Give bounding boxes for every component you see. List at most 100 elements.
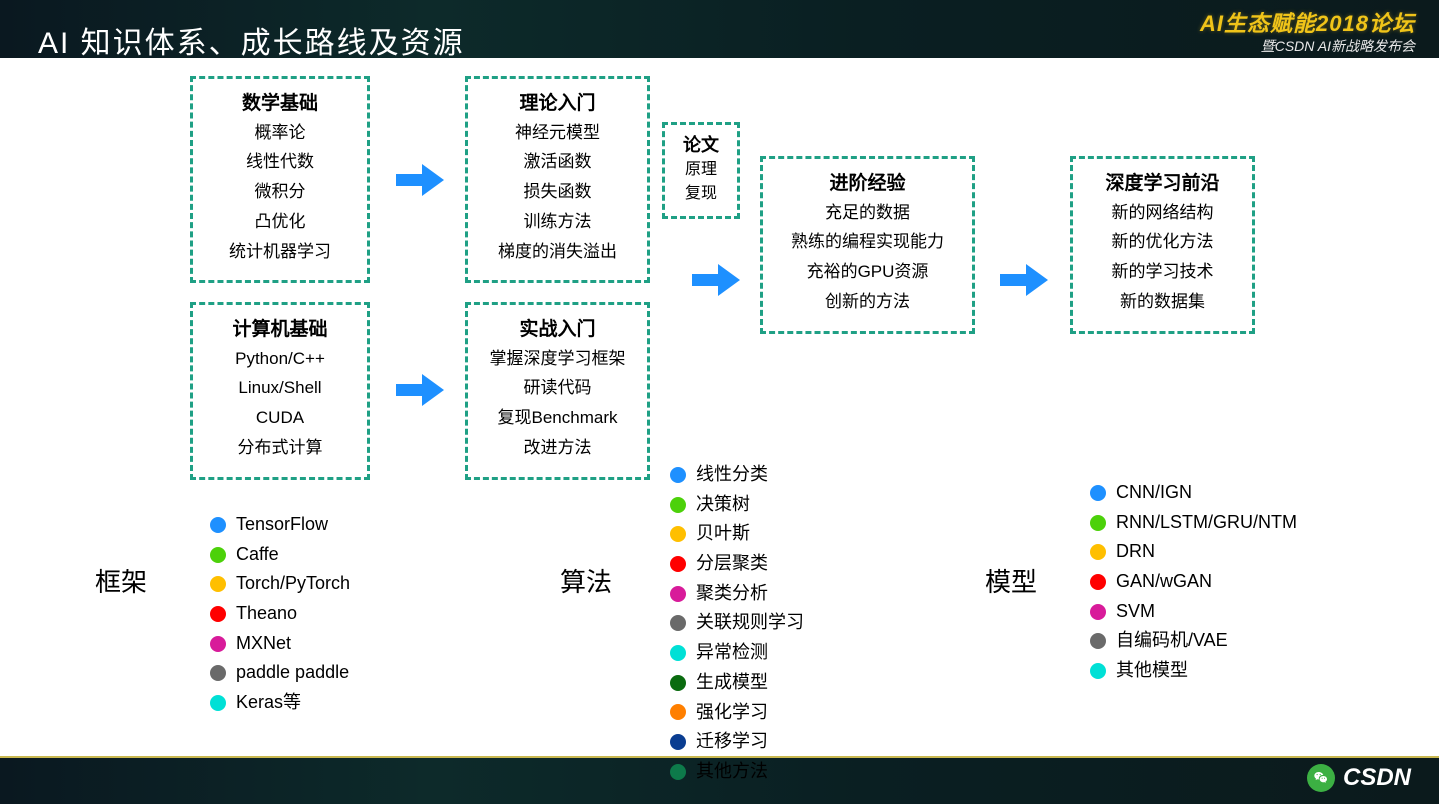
arrow-icon <box>998 260 1050 300</box>
list-item: 贝叶斯 <box>670 519 804 549</box>
list-item-label: Theano <box>236 599 297 629</box>
bullet-icon <box>670 764 686 780</box>
bullet-icon <box>1090 663 1106 679</box>
box-math: 数学基础概率论线性代数微积分凸优化统计机器学习 <box>190 76 370 283</box>
list-item-label: 迁移学习 <box>696 727 768 757</box>
bullet-icon <box>210 606 226 622</box>
box-item: 凸优化 <box>211 207 349 237</box>
list-item: 决策树 <box>670 490 804 520</box>
box-item: 复现Benchmark <box>486 403 629 433</box>
box-item: 新的数据集 <box>1091 287 1234 317</box>
bullet-icon <box>1090 574 1106 590</box>
box-item: 新的优化方法 <box>1091 227 1234 257</box>
list-item: CNN/IGN <box>1090 478 1297 508</box>
bullet-icon <box>210 547 226 563</box>
category-label-models: 模型 <box>985 562 1037 599</box>
list-item: 分层聚类 <box>670 549 804 579</box>
box-item: 线性代数 <box>211 147 349 177</box>
category-list-models: CNN/IGNRNN/LSTM/GRU/NTMDRNGAN/wGANSVM自编码… <box>1090 478 1297 686</box>
box-item: 原理 <box>675 158 727 182</box>
box-item: 改进方法 <box>486 433 629 463</box>
box-item: 微积分 <box>211 177 349 207</box>
box-item: Linux/Shell <box>211 373 349 403</box>
bullet-icon <box>210 517 226 533</box>
list-item: RNN/LSTM/GRU/NTM <box>1090 508 1297 538</box>
category-list-frameworks: TensorFlowCaffeTorch/PyTorchTheanoMXNetp… <box>210 510 350 718</box>
list-item-label: paddle paddle <box>236 658 349 688</box>
box-item: 复现 <box>675 182 727 206</box>
box-item: 掌握深度学习框架 <box>486 344 629 374</box>
bullet-icon <box>670 615 686 631</box>
box-theory: 理论入门神经元模型激活函数损失函数训练方法梯度的消失溢出 <box>465 76 650 283</box>
list-item-label: 强化学习 <box>696 698 768 728</box>
bullet-icon <box>1090 604 1106 620</box>
list-item-label: MXNet <box>236 629 291 659</box>
list-item-label: Caffe <box>236 540 279 570</box>
list-item: Caffe <box>210 540 350 570</box>
bullet-icon <box>670 526 686 542</box>
bullet-icon <box>210 665 226 681</box>
list-item-label: 其他模型 <box>1116 656 1188 686</box>
bullet-icon <box>1090 485 1106 501</box>
list-item-label: 自编码机/VAE <box>1116 626 1228 656</box>
list-item-label: 聚类分析 <box>696 579 768 609</box>
list-item: 强化学习 <box>670 698 804 728</box>
list-item: 聚类分析 <box>670 579 804 609</box>
bullet-icon <box>670 675 686 691</box>
list-item: MXNet <box>210 629 350 659</box>
category-label-algorithms: 算法 <box>560 562 612 599</box>
box-title: 论文 <box>675 133 727 158</box>
list-item: Torch/PyTorch <box>210 569 350 599</box>
box-adv: 进阶经验充足的数据熟练的编程实现能力充裕的GPU资源创新的方法 <box>760 156 975 334</box>
list-item: SVM <box>1090 597 1297 627</box>
event-subtitle: 暨CSDN AI新战略发布会 <box>1200 36 1415 56</box>
box-title: 理论入门 <box>486 91 629 118</box>
list-item: 迁移学习 <box>670 727 804 757</box>
list-item-label: Keras等 <box>236 688 301 718</box>
box-title: 计算机基础 <box>211 317 349 344</box>
arrow-icon <box>394 160 446 200</box>
bullet-icon <box>670 645 686 661</box>
box-item: 概率论 <box>211 118 349 148</box>
list-item-label: RNN/LSTM/GRU/NTM <box>1116 508 1297 538</box>
diagram-canvas: 数学基础概率论线性代数微积分凸优化统计机器学习计算机基础Python/C++Li… <box>0 60 1439 754</box>
box-item: 训练方法 <box>486 207 629 237</box>
list-item: 关联规则学习 <box>670 608 804 638</box>
bullet-icon <box>210 695 226 711</box>
box-item: 分布式计算 <box>211 433 349 463</box>
csdn-watermark: CSDN <box>1307 764 1411 792</box>
box-cs: 计算机基础Python/C++Linux/ShellCUDA分布式计算 <box>190 302 370 480</box>
box-item: 创新的方法 <box>781 287 954 317</box>
list-item-label: Torch/PyTorch <box>236 569 350 599</box>
box-item: 梯度的消失溢出 <box>486 237 629 267</box>
arrow-icon <box>394 370 446 410</box>
list-item-label: 决策树 <box>696 490 750 520</box>
box-title: 实战入门 <box>486 317 629 344</box>
box-item: 熟练的编程实现能力 <box>781 227 954 257</box>
category-label-frameworks: 框架 <box>95 562 147 599</box>
bullet-icon <box>1090 544 1106 560</box>
list-item: paddle paddle <box>210 658 350 688</box>
list-item: 自编码机/VAE <box>1090 626 1297 656</box>
list-item: 生成模型 <box>670 668 804 698</box>
list-item-label: 其他方法 <box>696 757 768 787</box>
event-title: AI生态赋能2018论坛 <box>1200 6 1415 38</box>
box-practice: 实战入门掌握深度学习框架研读代码复现Benchmark改进方法 <box>465 302 650 480</box>
list-item: 其他方法 <box>670 757 804 787</box>
box-item: 新的网络结构 <box>1091 198 1234 228</box>
box-title: 数学基础 <box>211 91 349 118</box>
bullet-icon <box>670 734 686 750</box>
bullet-icon <box>210 636 226 652</box>
list-item: Keras等 <box>210 688 350 718</box>
list-item-label: 贝叶斯 <box>696 519 750 549</box>
list-item-label: SVM <box>1116 597 1155 627</box>
csdn-text: CSDN <box>1343 764 1411 792</box>
list-item-label: DRN <box>1116 537 1155 567</box>
arrow-icon <box>690 260 742 300</box>
list-item-label: 分层聚类 <box>696 549 768 579</box>
box-item: 激活函数 <box>486 147 629 177</box>
bullet-icon <box>670 467 686 483</box>
bullet-icon <box>670 556 686 572</box>
list-item-label: 生成模型 <box>696 668 768 698</box>
list-item-label: 线性分类 <box>696 460 768 490</box>
